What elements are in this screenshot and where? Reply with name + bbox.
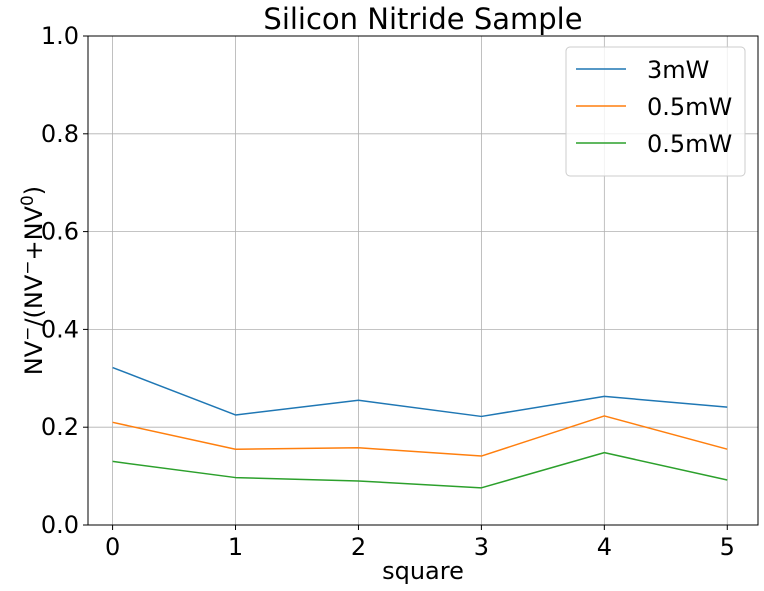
x-tick-label: 1 xyxy=(228,533,243,561)
x-tick-label: 4 xyxy=(597,533,612,561)
x-tick-label: 5 xyxy=(720,533,735,561)
y-tick-label: 0.4 xyxy=(41,315,79,343)
y-tick-label: 0.6 xyxy=(41,218,79,246)
legend-label: 3mW xyxy=(647,56,709,84)
y-axis-label-part: NV xyxy=(20,340,48,375)
x-axis-ticks: 0 1 2 3 4 5 xyxy=(105,525,735,561)
legend-label: 0.5mW xyxy=(647,93,732,121)
x-tick-label: 3 xyxy=(474,533,489,561)
legend: 3mW 0.5mW 0.5mW xyxy=(565,46,746,177)
series-lines xyxy=(112,366,728,489)
y-axis-label-part: /(NV xyxy=(20,274,48,326)
y-tick-label: 0.0 xyxy=(41,511,79,539)
x-axis-label: square xyxy=(382,557,464,585)
y-axis-label-part: − xyxy=(18,327,38,341)
chart-title: Silicon Nitride Sample xyxy=(263,2,582,36)
series-line-3 xyxy=(112,451,728,489)
series-line-2 xyxy=(112,415,728,457)
x-tick-label: 2 xyxy=(351,533,366,561)
x-tick-label: 0 xyxy=(105,533,120,561)
y-axis-label-part: +NV xyxy=(20,205,48,260)
y-axis-label-part: 0 xyxy=(18,195,38,206)
y-axis-ticks: 0.0 0.2 0.4 0.6 0.8 1.0 xyxy=(41,22,88,539)
legend-label: 0.5mW xyxy=(647,130,732,158)
y-tick-label: 0.8 xyxy=(41,120,79,148)
y-axis-label-part: ) xyxy=(20,186,48,195)
series-line-1 xyxy=(112,366,728,418)
y-tick-label: 1.0 xyxy=(41,22,79,50)
plot-frame xyxy=(87,35,759,526)
y-axis-label-part: − xyxy=(18,260,38,274)
y-tick-label: 0.2 xyxy=(41,413,79,441)
y-axis-label: NV−/(NV−+NV0) xyxy=(18,186,48,375)
